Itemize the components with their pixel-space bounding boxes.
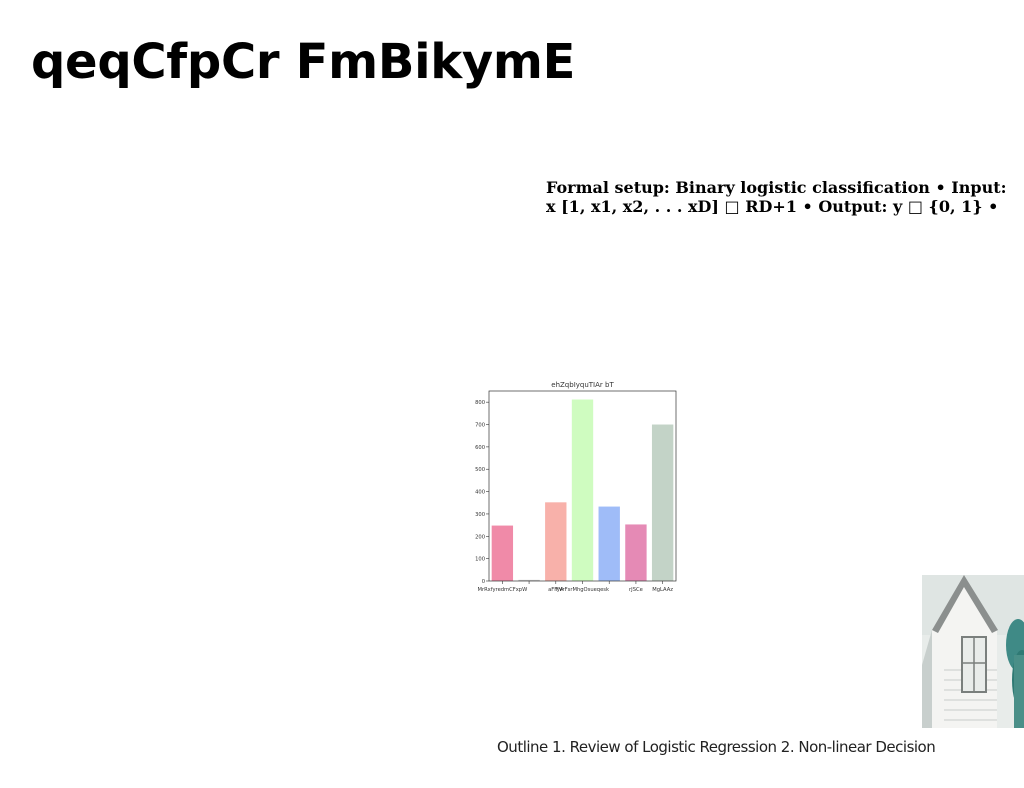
chart-x-tick-label: rJSCe bbox=[629, 587, 643, 593]
slide-body-text: Formal setup: Binary logistic classifica… bbox=[546, 178, 1007, 216]
chart-y-tick-label: 800 bbox=[475, 400, 485, 406]
chart-bar bbox=[598, 506, 620, 581]
chart-bar bbox=[625, 524, 647, 581]
chart-frame bbox=[488, 390, 677, 582]
chart-bar bbox=[518, 579, 540, 581]
chart-y-tick-label: 300 bbox=[475, 512, 485, 518]
house-photo bbox=[922, 575, 1024, 728]
chart-bar bbox=[651, 424, 674, 581]
slide-title: qeqCfpCr FmBikymE bbox=[31, 34, 576, 90]
chart-y-tick-label: 700 bbox=[475, 423, 485, 429]
chart-x-tick-label: MrRxfyredmCFxpW bbox=[477, 587, 527, 593]
chart-y-tick-label: 600 bbox=[475, 445, 485, 451]
chart-y-tick-label: 200 bbox=[475, 534, 485, 540]
chart-y-tick-label: 500 bbox=[475, 467, 485, 473]
slide-caption: Outline 1. Review of Logistic Regression… bbox=[497, 738, 936, 756]
chart-y-tick-label: 100 bbox=[475, 557, 485, 563]
chart-bar bbox=[491, 525, 514, 581]
house-photo-icon bbox=[922, 575, 1024, 728]
bar-chart: ehZqbIyquTIAr bT MrRxfyredmCFxpW aFFyA FVrF… bbox=[470, 376, 685, 598]
bar-chart-svg: ehZqbIyquTIAr bT MrRxfyredmCFxpW aFFyAFVrF… bbox=[475, 381, 677, 593]
chart-x-tick-label: FVrFsrMhgOsueqesk bbox=[556, 587, 609, 593]
chart-y-tick-label: 400 bbox=[475, 490, 485, 496]
chart-y-tick-label: 0 bbox=[482, 579, 485, 585]
chart-bar bbox=[571, 399, 594, 581]
chart-bar bbox=[545, 502, 567, 581]
chart-x-tick-label: MgLAAz bbox=[652, 587, 673, 593]
chart-x-tick-label: aFFyA bbox=[548, 587, 564, 593]
chart-title: ehZqbIyquTIAr bT bbox=[551, 381, 614, 389]
